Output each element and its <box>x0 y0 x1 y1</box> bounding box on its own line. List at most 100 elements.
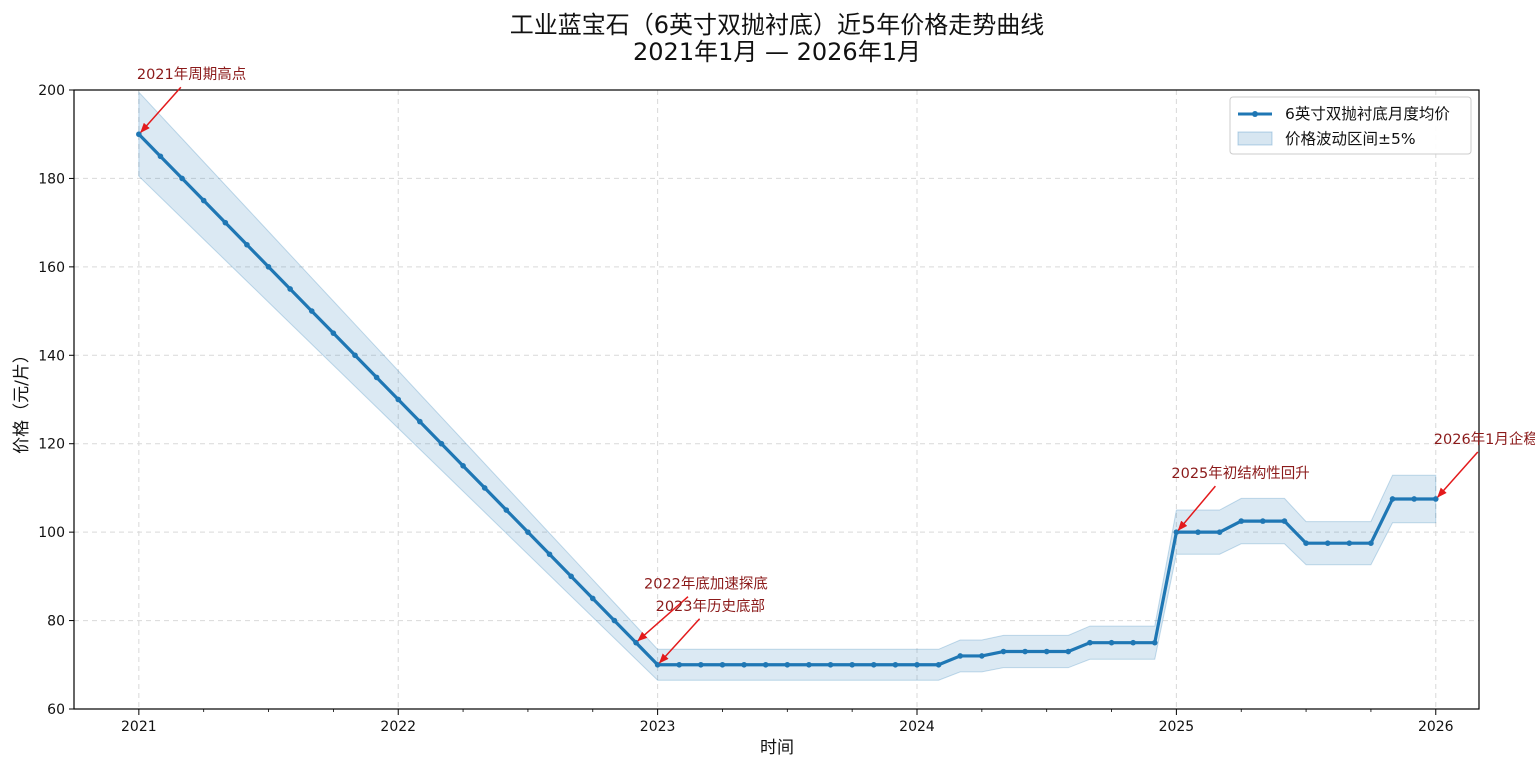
plot-frame <box>73 89 1480 710</box>
data-point <box>200 197 207 204</box>
data-point <box>179 175 185 182</box>
x-tick-label: 2024 <box>899 719 935 735</box>
y-tick-label: 60 <box>47 702 65 718</box>
data-point <box>827 661 834 668</box>
y-tick-label: 80 <box>47 614 65 630</box>
data-point <box>957 653 964 659</box>
volatility-band-layer <box>138 90 1437 681</box>
data-point <box>1281 518 1288 524</box>
data-point <box>1065 648 1072 655</box>
data-point <box>1324 540 1331 546</box>
data-point <box>1022 648 1028 655</box>
annotation-arrow <box>658 618 701 664</box>
series-line-layer <box>137 133 1436 667</box>
data-point <box>244 241 250 248</box>
data-point <box>352 352 358 359</box>
data-point <box>1195 529 1201 535</box>
data-point <box>589 595 596 602</box>
data-point <box>546 551 553 558</box>
data-point <box>633 639 639 646</box>
data-point <box>719 661 726 668</box>
x-tick-label: 2021 <box>121 719 157 735</box>
data-point <box>265 264 272 270</box>
data-points-layer <box>136 131 1439 668</box>
data-point <box>1303 540 1309 546</box>
annotation-arrow <box>637 596 689 642</box>
data-point <box>1043 648 1050 655</box>
data-point <box>870 661 877 668</box>
data-point <box>1151 639 1158 646</box>
annotation-label: 2025年初结构性回升 <box>1171 465 1309 482</box>
chart-legend: 6英寸双抛衬底月度均价 价格波动区间±5% <box>1229 96 1472 155</box>
data-point <box>806 661 812 668</box>
y-tick-label: 180 <box>38 171 65 187</box>
chart-title: 工业蓝宝石（6英寸双抛衬底）近5年价格走势曲线 <box>510 11 1045 39</box>
data-point <box>222 219 229 226</box>
data-point <box>1238 518 1245 524</box>
data-point <box>308 308 315 314</box>
data-point <box>914 661 920 668</box>
data-point <box>157 153 164 160</box>
data-point <box>1087 639 1093 646</box>
data-point <box>762 661 769 668</box>
y-axis-label: 价格（元/片） <box>12 346 32 454</box>
data-point <box>892 661 899 668</box>
annotation-label: 2022年底加速探底 <box>644 576 768 593</box>
data-point <box>979 653 985 659</box>
data-point <box>395 396 402 403</box>
data-point <box>1216 529 1223 535</box>
data-point <box>1108 639 1115 646</box>
y-tick-label: 100 <box>38 525 65 541</box>
chart-subtitle: 2021年1月 — 2026年1月 <box>633 38 921 66</box>
data-point <box>568 573 574 580</box>
x-tick-label: 2025 <box>1159 719 1195 735</box>
data-point <box>503 507 510 513</box>
data-point <box>676 661 683 668</box>
x-tick-label: 2023 <box>640 719 676 735</box>
legend-item-band: 价格波动区间±5% <box>1285 130 1416 148</box>
x-tick-label: 2022 <box>380 719 416 735</box>
y-tick-label: 140 <box>38 348 65 364</box>
data-point <box>136 131 142 138</box>
annotations-layer: 2021年周期高点 2022年底加速探底 2023年历史底部 2025年初结构性回升 2… <box>137 66 1535 664</box>
legend-item-series: 6英寸双抛衬底月度均价 <box>1285 105 1450 123</box>
x-axis-label: 时间 <box>760 738 794 758</box>
data-point <box>525 529 531 535</box>
data-point <box>1000 648 1007 655</box>
data-point <box>849 661 855 668</box>
data-point <box>1346 540 1353 546</box>
data-point <box>1173 529 1180 535</box>
annotation-arrow <box>1437 451 1479 498</box>
data-point <box>1130 639 1136 646</box>
data-point <box>330 330 337 336</box>
y-tick-label: 160 <box>38 260 65 276</box>
data-point <box>935 661 942 668</box>
volatility-band <box>138 90 1437 681</box>
data-point <box>460 463 466 469</box>
data-point <box>1432 496 1439 502</box>
data-point <box>1389 496 1396 502</box>
axis-ticks: 60 80 100 120 140 160 180 200 2021 2022 2023 2024 20… <box>38 83 1453 735</box>
annotation-arrow <box>140 86 182 133</box>
data-point <box>417 418 423 425</box>
data-point <box>741 661 747 668</box>
y-tick-label: 120 <box>38 437 65 453</box>
data-point <box>1368 540 1374 546</box>
data-point <box>287 286 293 292</box>
x-tick-label: 2026 <box>1418 719 1454 735</box>
legend-marker-swatch <box>1252 111 1258 117</box>
data-point <box>438 440 445 447</box>
data-point <box>698 661 704 668</box>
data-point <box>1411 496 1417 502</box>
legend-band-swatch <box>1237 131 1273 146</box>
data-point <box>1260 518 1266 524</box>
data-point <box>481 485 488 491</box>
annotation-label: 2023年历史底部 <box>656 598 765 615</box>
grid-lines <box>74 90 1479 709</box>
annotation-label: 2021年周期高点 <box>137 66 246 83</box>
y-tick-label: 200 <box>38 83 65 99</box>
data-point <box>611 617 618 624</box>
annotation-arrow <box>1177 485 1216 531</box>
data-point <box>373 374 380 381</box>
